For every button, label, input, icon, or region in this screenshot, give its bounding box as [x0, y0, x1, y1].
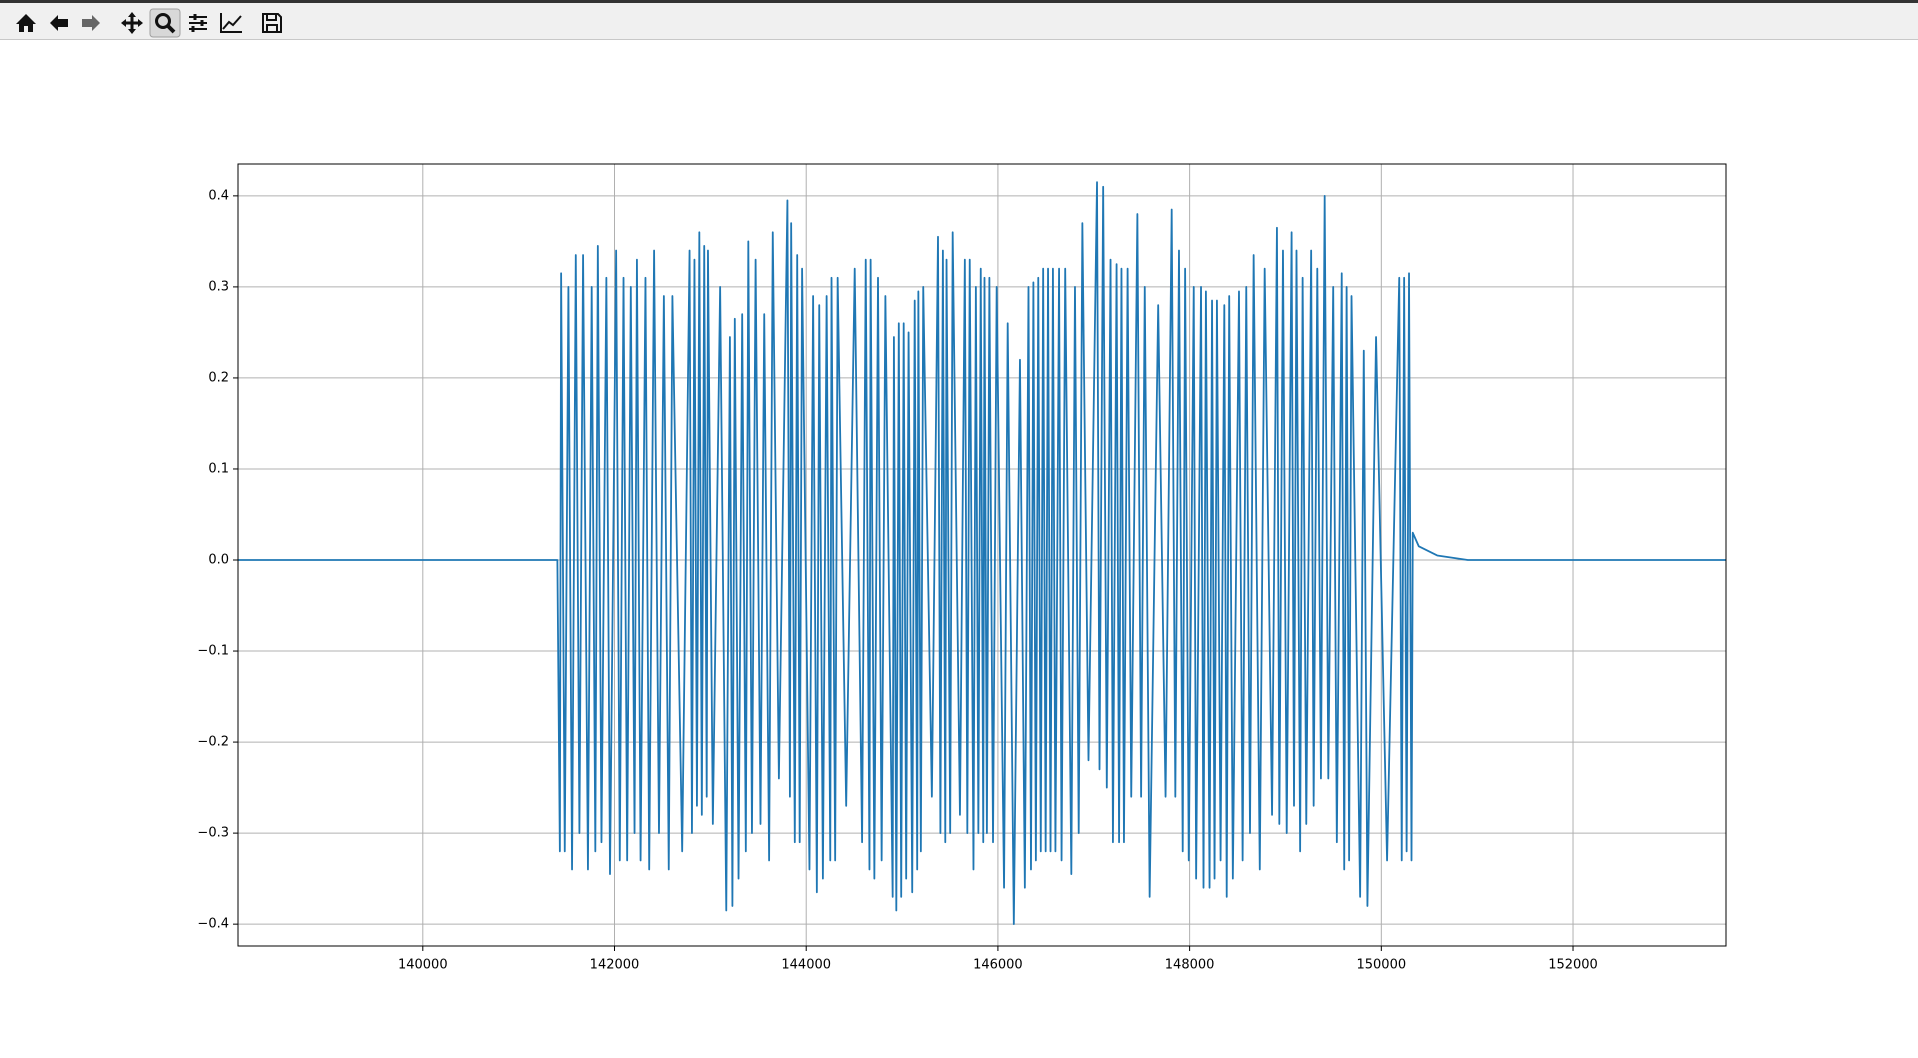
- save-button[interactable]: [262, 13, 282, 33]
- toolbar-icons: [16, 8, 282, 38]
- data-line: [238, 181, 1726, 926]
- toolbar: [0, 0, 1918, 40]
- x-tick-label: 146000: [973, 958, 1023, 973]
- back-button[interactable]: [50, 15, 68, 31]
- x-tick-label: 152000: [1548, 958, 1598, 973]
- x-tick-label: 150000: [1356, 958, 1406, 973]
- pan-button[interactable]: [121, 12, 143, 34]
- y-tick-label: 0.4: [208, 188, 229, 203]
- x-tick-label: 142000: [590, 958, 640, 973]
- axes-button[interactable]: [220, 13, 242, 33]
- y-tick-label: −0.3: [197, 826, 229, 841]
- y-tick-label: 0.2: [208, 370, 229, 385]
- configure-button[interactable]: [189, 14, 207, 32]
- y-tick-label: −0.4: [197, 917, 229, 932]
- forward-button[interactable]: [82, 15, 100, 31]
- x-tick-label: 140000: [398, 958, 448, 973]
- y-tick-label: 0.1: [208, 461, 229, 476]
- axes-frame: [237, 163, 1727, 947]
- chart: −0.4 −0.3 −0.2 −0.1 0.0 0.1 0.2 0.3 0.4 140000 142…: [197, 163, 1727, 973]
- zoom-button[interactable]: [149, 8, 181, 38]
- x-tick-label: 148000: [1165, 958, 1215, 973]
- y-tick-label: 0.3: [208, 279, 229, 294]
- y-tick-label: −0.1: [197, 644, 229, 659]
- home-button[interactable]: [16, 14, 36, 32]
- y-tick-label: 0.0: [208, 553, 229, 568]
- y-tick-label: −0.2: [197, 735, 229, 750]
- x-tick-label: 144000: [781, 958, 831, 973]
